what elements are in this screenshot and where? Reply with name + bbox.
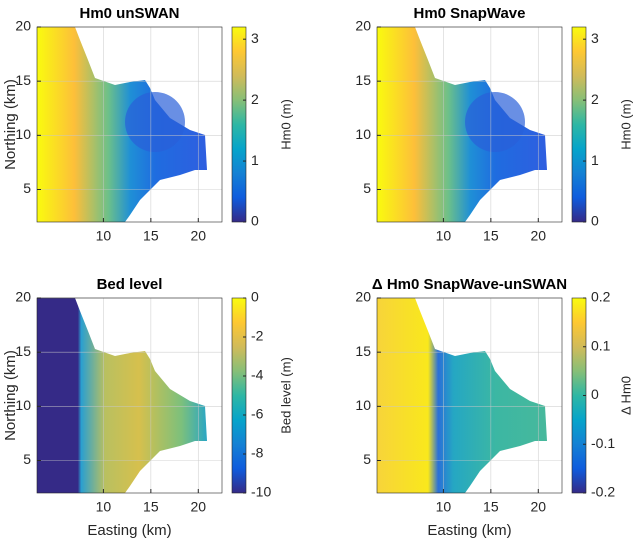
- y-tick-label: 15: [15, 72, 31, 88]
- y-tick-label: 10: [355, 397, 371, 413]
- colorbar: [571, 26, 587, 223]
- field-bay: [465, 92, 525, 152]
- colorbar-tick-label: -0.1: [591, 435, 615, 451]
- colorbar-label: Bed level (m): [278, 357, 293, 434]
- x-tick-label: 10: [436, 499, 452, 515]
- panel-title: Δ Hm0 SnapWave-unSWAN: [372, 276, 567, 293]
- colorbar-tick-label: 0: [591, 213, 599, 229]
- y-tick-label: 20: [15, 289, 31, 305]
- colorbar-tick-label: 3: [251, 30, 259, 46]
- colorbar-tick-label: 1: [251, 152, 259, 168]
- field: [377, 298, 547, 493]
- x-tick-label: 15: [143, 499, 159, 515]
- colorbar-tick-label: 2: [591, 91, 599, 107]
- x-tick-label: 10: [96, 228, 112, 244]
- field-bay: [125, 92, 185, 152]
- x-axis-label: Easting (km): [427, 522, 511, 539]
- colorbar-tick-label: -0.2: [591, 484, 615, 500]
- field: [37, 298, 207, 493]
- x-tick-label: 10: [96, 499, 112, 515]
- colorbar-tick-label: -2: [251, 328, 264, 344]
- colorbar-tick-label: 2: [251, 91, 259, 107]
- y-tick-label: 20: [355, 289, 371, 305]
- colorbar-label: Hm0 (m): [618, 99, 633, 150]
- panel-title: Hm0 SnapWave: [414, 5, 526, 22]
- colorbar-tick-label: 0: [251, 213, 259, 229]
- field: [37, 27, 207, 222]
- colorbar: [231, 297, 247, 494]
- axes-box: [36, 26, 223, 223]
- y-axis-label: Northing (km): [2, 350, 19, 441]
- y-tick-label: 20: [15, 18, 31, 34]
- y-tick-label: 10: [15, 397, 31, 413]
- y-tick-label: 15: [15, 343, 31, 359]
- y-tick-label: 20: [355, 18, 371, 34]
- axes-box: [36, 297, 223, 494]
- x-tick-label: 20: [530, 499, 546, 515]
- field: [377, 27, 547, 222]
- colorbar-tick-label: 0: [251, 289, 259, 305]
- x-tick-label: 15: [483, 228, 499, 244]
- colorbar-tick-label: -4: [251, 367, 264, 383]
- y-tick-label: 5: [363, 451, 371, 467]
- y-tick-label: 5: [23, 180, 31, 196]
- colorbar: [231, 26, 247, 223]
- panel-title: Bed level: [97, 276, 163, 293]
- y-tick-label: 5: [23, 451, 31, 467]
- axes-box: [376, 26, 563, 223]
- colorbar-tick-label: -6: [251, 406, 264, 422]
- colorbar-tick-label: -10: [251, 484, 271, 500]
- x-tick-label: 15: [483, 499, 499, 515]
- y-tick-label: 5: [363, 180, 371, 196]
- x-axis-label: Easting (km): [87, 522, 171, 539]
- y-tick-label: 10: [15, 126, 31, 142]
- colorbar-tick-label: 1: [591, 152, 599, 168]
- y-tick-label: 15: [355, 343, 371, 359]
- y-tick-label: 15: [355, 72, 371, 88]
- colorbar-tick-label: -8: [251, 445, 264, 461]
- axes-box: [376, 297, 563, 494]
- x-tick-label: 20: [190, 499, 206, 515]
- x-tick-label: 10: [436, 228, 452, 244]
- colorbar-tick-label: 0.1: [591, 337, 611, 353]
- y-tick-label: 10: [355, 126, 371, 142]
- colorbar-label: Δ Hm0: [618, 376, 633, 415]
- colorbar-tick-label: 0: [591, 386, 599, 402]
- x-tick-label: 15: [143, 228, 159, 244]
- x-tick-label: 20: [530, 228, 546, 244]
- colorbar-label: Hm0 (m): [278, 99, 293, 150]
- colorbar-tick-label: 0.2: [591, 289, 611, 305]
- colorbar-tick-label: 3: [591, 30, 599, 46]
- y-axis-label: Northing (km): [2, 79, 19, 170]
- x-tick-label: 20: [190, 228, 206, 244]
- panel-title: Hm0 unSWAN: [79, 5, 179, 22]
